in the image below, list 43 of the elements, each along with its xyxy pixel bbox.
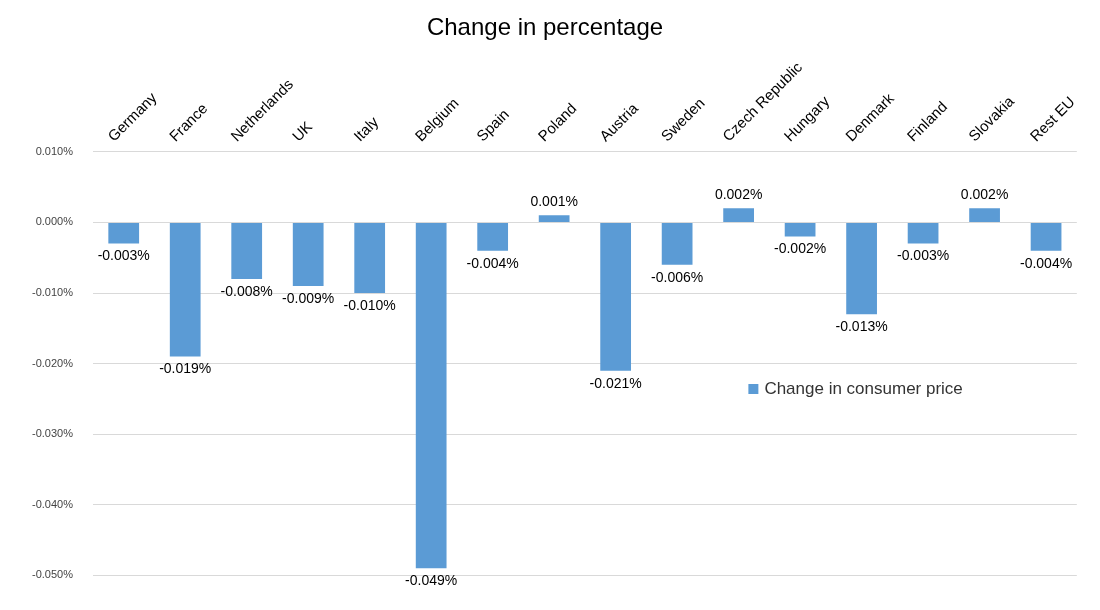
bar xyxy=(415,222,447,569)
bar xyxy=(661,222,693,265)
y-tick-label: -0.050% xyxy=(31,568,74,581)
data-label: 0.002% xyxy=(960,186,1009,203)
data-label: -0.006% xyxy=(651,268,704,285)
data-label: -0.004% xyxy=(1019,254,1073,271)
data-label: -0.003% xyxy=(897,247,950,264)
y-tick-label: -0.020% xyxy=(31,356,74,369)
bar xyxy=(538,215,570,222)
data-label: -0.003% xyxy=(97,247,150,264)
x-tick-label: UK xyxy=(288,117,316,145)
data-label: 0.001% xyxy=(530,193,578,210)
bar xyxy=(477,222,509,251)
bar xyxy=(600,222,632,371)
y-tick-label: -0.010% xyxy=(31,286,74,299)
bar xyxy=(169,222,201,357)
data-label: -0.008% xyxy=(220,282,273,299)
data-label: -0.021% xyxy=(589,374,642,391)
bar xyxy=(231,222,263,279)
data-label: -0.049% xyxy=(405,572,458,589)
data-label: -0.010% xyxy=(343,296,396,313)
bar xyxy=(292,222,324,286)
y-tick-label: 0.000% xyxy=(35,215,74,228)
y-tick-label: 0.010% xyxy=(35,144,74,157)
bar xyxy=(846,222,877,315)
bar xyxy=(969,208,1000,222)
data-label: 0.002% xyxy=(714,186,763,203)
data-label: -0.019% xyxy=(159,360,212,377)
data-label: -0.013% xyxy=(835,318,888,335)
data-label: -0.004% xyxy=(466,254,519,271)
bar xyxy=(108,222,140,244)
legend-label: Change in consumer price xyxy=(764,378,963,398)
bar xyxy=(784,222,816,237)
data-label: -0.002% xyxy=(774,240,827,257)
bar xyxy=(907,222,939,244)
bar xyxy=(354,222,386,294)
chart-title: Change in percentage xyxy=(426,13,664,41)
bar xyxy=(723,208,754,222)
data-label: -0.009% xyxy=(282,289,335,306)
bar xyxy=(1030,222,1062,251)
y-tick-label: -0.030% xyxy=(31,427,74,440)
y-tick-label: -0.040% xyxy=(31,497,74,510)
x-tick-label: Italy xyxy=(349,112,382,145)
